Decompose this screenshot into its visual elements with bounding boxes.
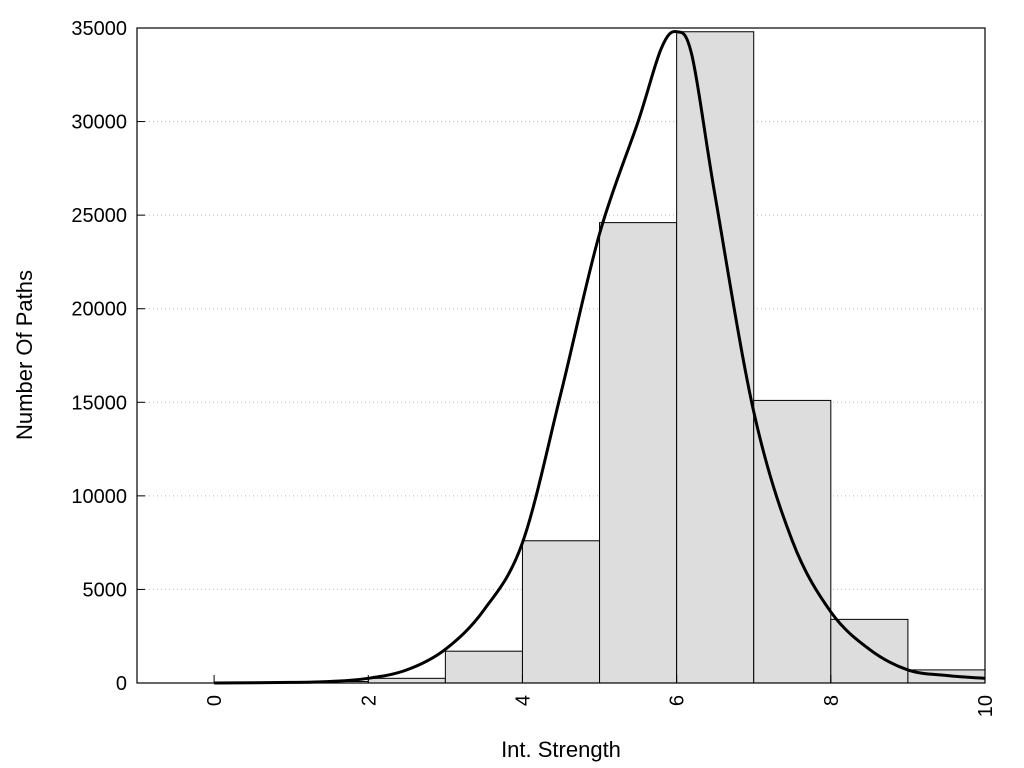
y-tick-label-6: 30000 — [71, 112, 127, 134]
x-axis-label: Int. Strength — [501, 737, 621, 762]
y-axis-ticks: 0 5000 10000 15000 20000 25000 30000 35000 — [71, 18, 145, 695]
x-axis-ticks: 0 2 4 6 8 10 — [204, 675, 997, 717]
plot-frame — [136, 27, 986, 684]
histogram-bar-3 — [444, 650, 523, 684]
x-tick-label-1: 2 — [358, 695, 380, 706]
histogram-bar-2 — [367, 677, 446, 684]
y-tick-label-7: 35000 — [71, 18, 127, 40]
histogram-bar-5 — [599, 222, 678, 684]
x-tick-label-4: 8 — [821, 695, 843, 706]
y-tick-label-2: 10000 — [71, 486, 127, 508]
x-tick-label-0: 0 — [204, 695, 226, 706]
y-axis-label: Number Of Paths — [12, 270, 37, 440]
density-curve — [214, 29, 986, 685]
histogram-bars — [213, 31, 986, 684]
y-tick-label-3: 15000 — [71, 392, 127, 414]
y-tick-label-0: 0 — [116, 673, 127, 695]
histogram-bar-4 — [521, 540, 601, 684]
histogram-bar-6 — [676, 31, 755, 684]
y-tick-label-5: 25000 — [71, 205, 127, 227]
x-tick-label-2: 4 — [512, 695, 534, 706]
histogram-bar-8 — [830, 618, 909, 684]
x-tick-label-5: 10 — [975, 695, 997, 717]
y-tick-label-4: 20000 — [71, 299, 127, 321]
gridlines — [137, 121, 985, 590]
y-tick-label-1: 5000 — [83, 579, 128, 601]
x-tick-label-3: 6 — [667, 695, 689, 706]
